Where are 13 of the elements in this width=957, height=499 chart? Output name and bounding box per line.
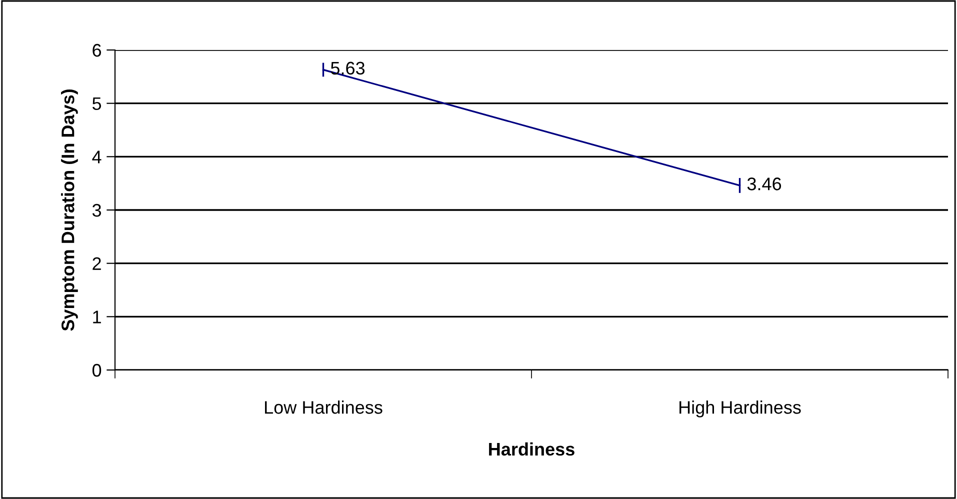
y-tick-label: 4: [92, 150, 102, 164]
x-tick-label: Low Hardiness: [265, 400, 382, 414]
x-axis-title: Hardiness: [489, 442, 574, 456]
x-tick-label: High Hardiness: [680, 400, 801, 418]
y-tick-label: 2: [92, 257, 101, 270]
y-tick-label: 6: [92, 44, 102, 57]
y-tick-label: 5: [92, 97, 102, 110]
y-tick-label: 0: [92, 364, 102, 377]
y-tick-label: 1: [93, 310, 101, 324]
data-label: 5.63: [330, 62, 365, 75]
data-label: 3.46: [747, 178, 782, 190]
y-axis-title: Symptom Duration (In Days): [61, 90, 78, 331]
y-tick-label: 3: [92, 204, 102, 217]
